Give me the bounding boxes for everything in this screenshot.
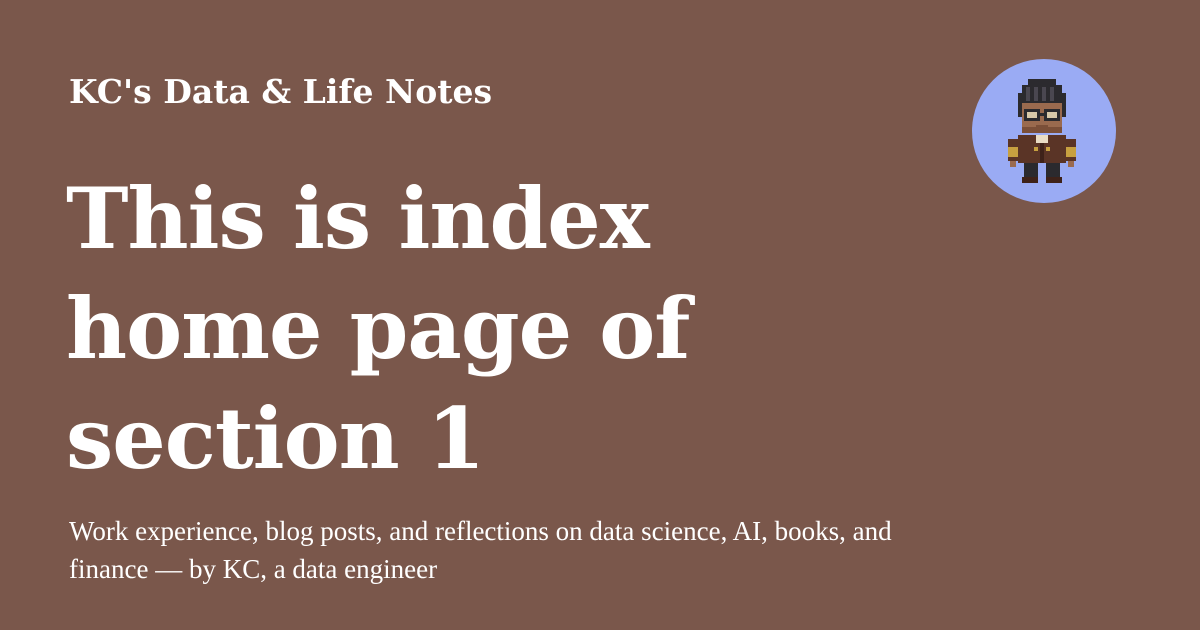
page-description: Work experience, blog posts, and reflect… (69, 516, 892, 584)
pixel-art-character-with-glasses-icon (972, 59, 1116, 203)
page-title: This is index home page of section 1 (66, 169, 690, 488)
author-avatar (972, 59, 1116, 203)
site-name: KC's Data & Life Notes (69, 72, 493, 111)
